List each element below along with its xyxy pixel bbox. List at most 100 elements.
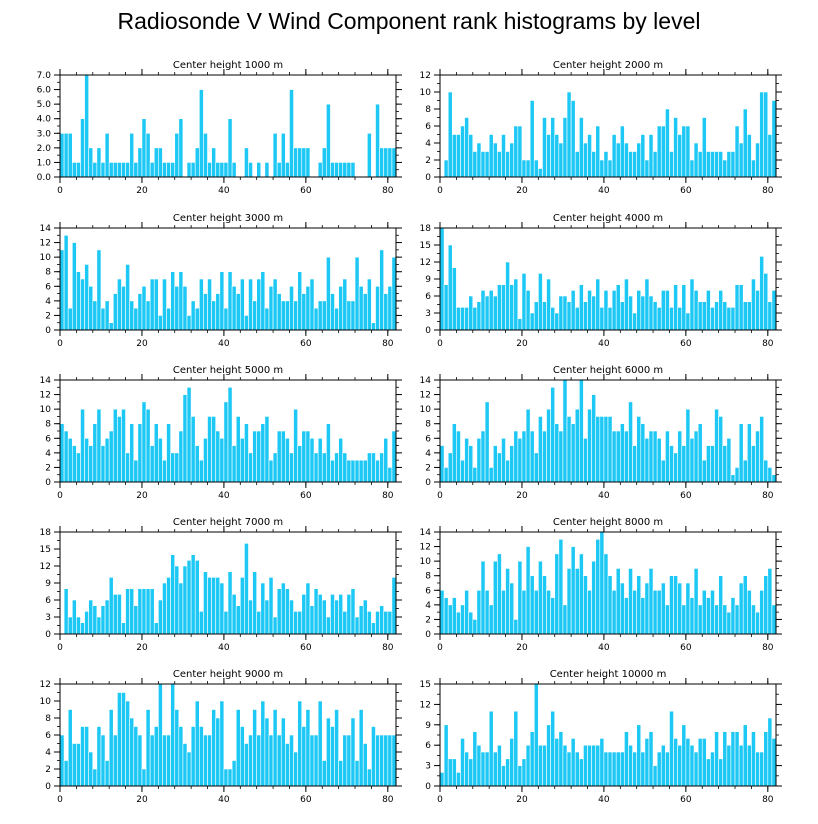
histogram-bar bbox=[391, 147, 397, 178]
histogram-bar bbox=[443, 159, 449, 178]
histogram-bar bbox=[501, 589, 506, 635]
histogram-bar bbox=[96, 616, 102, 635]
panel-6: Center height 6000 m 0 20 40 60 80 0 2 4 6 8 10 12 14 bbox=[420, 365, 782, 501]
y-tick-label: 15 bbox=[420, 680, 431, 690]
histogram-bar bbox=[566, 568, 572, 635]
histogram-bar bbox=[464, 589, 469, 635]
histogram-bar bbox=[644, 159, 650, 178]
histogram-bar bbox=[542, 575, 547, 635]
histogram-bar bbox=[264, 416, 270, 483]
histogram-bar bbox=[276, 162, 282, 178]
histogram-bar bbox=[443, 467, 449, 483]
y-tick-label: 10 bbox=[420, 557, 432, 567]
histogram-bar bbox=[513, 619, 519, 635]
y-tick-label: 1.0 bbox=[37, 158, 52, 168]
histogram-bar bbox=[239, 278, 245, 331]
histogram-bar bbox=[129, 132, 135, 178]
histogram-bar bbox=[751, 159, 756, 178]
histogram-bar bbox=[137, 734, 143, 787]
histogram-bar bbox=[71, 445, 77, 483]
histogram-bar bbox=[174, 132, 180, 178]
histogram-bar bbox=[636, 290, 642, 331]
histogram-bar bbox=[615, 751, 621, 787]
histogram-bar bbox=[579, 284, 584, 331]
histogram-bar bbox=[117, 278, 122, 331]
histogram-bar bbox=[383, 147, 389, 178]
x-tick-label: 0 bbox=[57, 795, 63, 805]
histogram-bar bbox=[272, 709, 278, 787]
histogram-bar bbox=[133, 605, 139, 635]
histogram-bar bbox=[443, 284, 449, 331]
histogram-bar bbox=[533, 589, 539, 635]
x-tick-label: 60 bbox=[300, 795, 312, 805]
histogram-bar bbox=[231, 445, 237, 483]
histogram-bar bbox=[554, 553, 560, 635]
histogram-bar bbox=[362, 599, 368, 635]
histogram-bar bbox=[272, 278, 278, 331]
histogram-bar bbox=[137, 588, 143, 635]
histogram-bar bbox=[117, 692, 122, 787]
histogram-bar bbox=[387, 611, 393, 635]
histogram-bar bbox=[619, 582, 625, 635]
histogram-bar bbox=[203, 132, 208, 178]
histogram-bar bbox=[603, 290, 609, 331]
histogram-bar bbox=[67, 437, 73, 483]
histogram-bar bbox=[371, 622, 376, 635]
histogram-bar bbox=[558, 430, 564, 483]
histogram-bar bbox=[533, 159, 539, 178]
histogram-bar bbox=[301, 293, 307, 331]
histogram-bar bbox=[529, 430, 535, 483]
histogram-bar bbox=[624, 278, 629, 331]
histogram-bar bbox=[742, 108, 748, 178]
histogram-bar bbox=[153, 147, 159, 178]
histogram-bar bbox=[538, 273, 543, 331]
histogram-bar bbox=[276, 430, 282, 483]
histogram-bar bbox=[211, 147, 217, 178]
histogram-bar bbox=[387, 147, 393, 178]
histogram-bar bbox=[166, 734, 171, 787]
histogram-bar bbox=[223, 162, 229, 178]
y-tick-label: 4 bbox=[45, 297, 51, 307]
histogram-bar bbox=[194, 307, 200, 331]
histogram-bar bbox=[615, 284, 621, 331]
histogram-bar bbox=[350, 300, 356, 331]
histogram-bar bbox=[742, 301, 748, 331]
x-tick-label: 20 bbox=[136, 795, 148, 805]
x-tick-label: 0 bbox=[57, 643, 63, 653]
panel-2: Center height 2000 m 0 20 40 60 80 0 2 4 6 8 10 12 bbox=[420, 60, 782, 196]
histogram-bar bbox=[566, 751, 572, 787]
histogram-bar bbox=[63, 760, 69, 787]
histogram-bar bbox=[256, 278, 262, 331]
histogram-bar bbox=[203, 571, 208, 635]
histogram-bar bbox=[714, 301, 719, 331]
histogram-bar bbox=[472, 619, 478, 635]
histogram-bar bbox=[158, 437, 163, 483]
histogram-bar bbox=[313, 588, 319, 635]
histogram-bar bbox=[468, 134, 474, 178]
histogram-bar bbox=[517, 437, 523, 483]
histogram-bar bbox=[88, 285, 94, 331]
histogram-bar bbox=[100, 605, 106, 635]
histogram-bar bbox=[488, 604, 494, 635]
histogram-bar bbox=[92, 300, 98, 331]
histogram-bar bbox=[492, 445, 498, 483]
histogram-bar bbox=[186, 386, 192, 483]
histogram-bar bbox=[472, 467, 478, 483]
histogram-bar bbox=[285, 588, 290, 635]
histogram-bar bbox=[542, 744, 547, 787]
histogram-bar bbox=[248, 734, 253, 787]
histogram-bar bbox=[379, 249, 385, 331]
histogram-bar bbox=[681, 724, 687, 787]
histogram-bar bbox=[718, 290, 724, 331]
histogram-bar bbox=[558, 731, 564, 787]
histogram-bar bbox=[387, 285, 393, 331]
histogram-bar bbox=[80, 622, 85, 635]
histogram-bar bbox=[456, 430, 461, 483]
histogram-bar bbox=[583, 301, 588, 331]
histogram-bar bbox=[738, 423, 744, 483]
histogram-bar bbox=[509, 582, 515, 635]
histogram-bar bbox=[701, 589, 707, 635]
histogram-bar bbox=[326, 616, 331, 635]
histogram-bar bbox=[76, 616, 81, 635]
